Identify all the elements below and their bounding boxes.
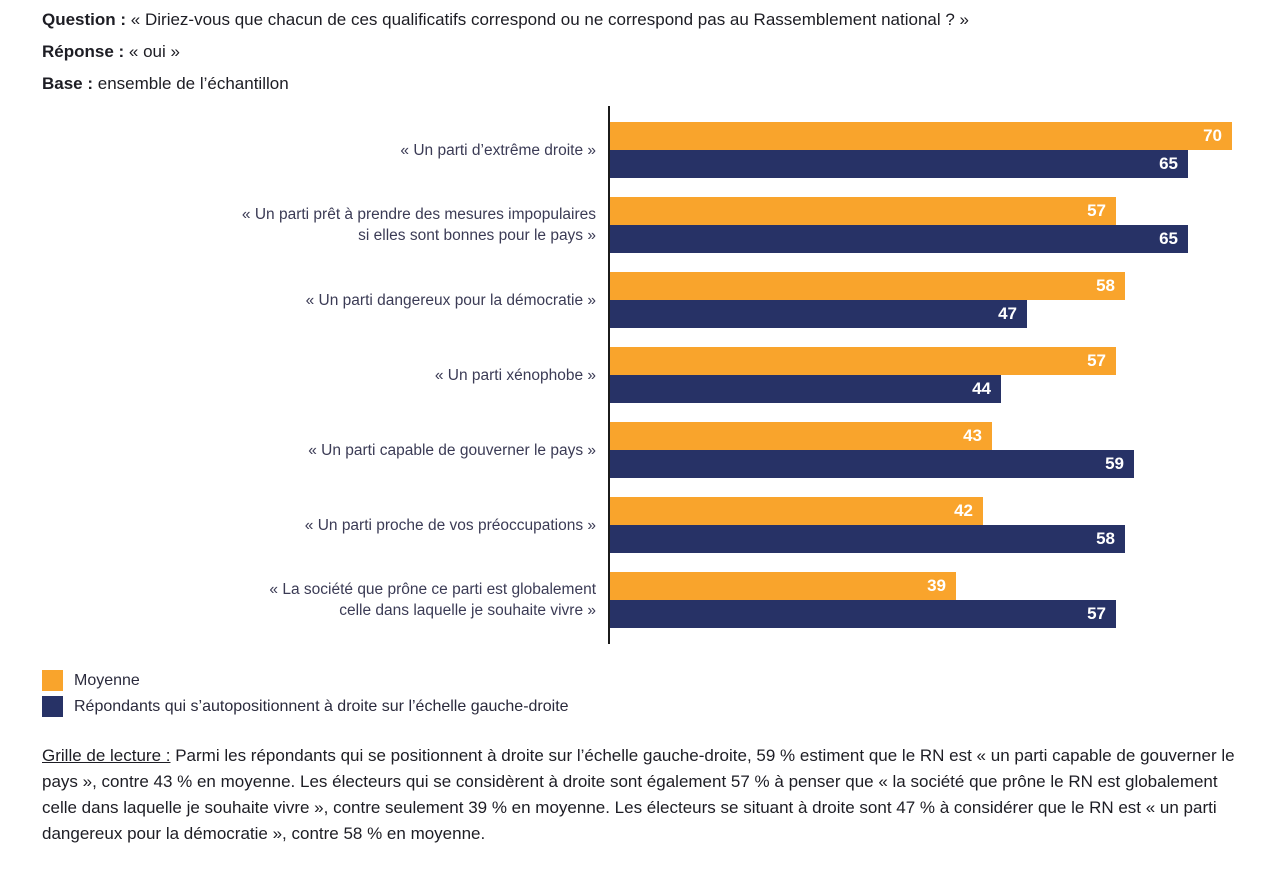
bar-group: 58 47: [609, 272, 1125, 328]
category-label: « La société que prône ce parti est glob…: [269, 581, 596, 619]
bar-value-label: 47: [998, 304, 1017, 323]
bar-moyenne: 58: [609, 272, 1125, 300]
category-label: « Un parti prêt à prendre des mesures im…: [241, 206, 596, 244]
chart-row: « La société que prône ce parti est glob…: [0, 572, 1267, 628]
bar-moyenne: 57: [609, 197, 1116, 225]
category-label: « Un parti dangereux pour la démocratie …: [305, 291, 596, 309]
bar-moyenne: 43: [609, 422, 992, 450]
bar-value-label: 44: [972, 379, 991, 398]
chart-row: « Un parti proche de vos préoccupations …: [0, 497, 1267, 553]
category-label: « Un parti xénophobe »: [434, 366, 596, 384]
chart-row: « Un parti xénophobe » 57 44: [0, 347, 1267, 403]
base-text: ensemble de l’échantillon: [97, 74, 289, 93]
legend-label-moyenne: Moyenne: [74, 671, 140, 689]
bar-value-label: 57: [1087, 604, 1106, 623]
bar-value-label: 65: [1159, 229, 1178, 248]
bar-droite: 58: [609, 525, 1125, 553]
bar-droite: 57: [609, 600, 1116, 628]
survey-header: Question : « Diriez-vous que chacun de c…: [0, 0, 1267, 93]
chart-row: « Un parti prêt à prendre des mesures im…: [0, 197, 1267, 253]
category-label: « Un parti proche de vos préoccupations …: [304, 516, 596, 534]
reading-guide-text: Parmi les répondants qui se positionnent…: [42, 746, 1235, 843]
chart-axis-line: [608, 106, 610, 644]
question-text: « Diriez-vous que chacun de ces qualific…: [130, 10, 970, 29]
base-label: Base :: [42, 74, 94, 93]
chart-legend: Moyenne Répondants qui s’autopositionnen…: [42, 670, 1267, 717]
response-label: Réponse :: [42, 42, 125, 61]
bar-moyenne: 70: [609, 122, 1232, 150]
category-label: « Un parti capable de gouverner le pays …: [308, 441, 596, 459]
bar-value-label: 57: [1087, 351, 1106, 370]
bar-group: 42 58: [609, 497, 1125, 553]
bar-value-label: 70: [1203, 126, 1222, 145]
bar-value-label: 42: [954, 501, 973, 520]
chart-rows: « Un parti d’extrême droite » 70 65 « Un pa…: [0, 122, 1267, 628]
bar-droite: 65: [609, 150, 1188, 178]
chart-row: « Un parti dangereux pour la démocratie …: [0, 272, 1267, 328]
legend-item-moyenne: Moyenne: [42, 670, 1267, 691]
bar-group: 57 65: [609, 197, 1188, 253]
chart-row: « Un parti d’extrême droite » 70 65: [0, 122, 1267, 178]
reading-guide: Grille de lecture : Parmi les répondants…: [42, 743, 1242, 847]
response-line: Réponse : « oui »: [42, 42, 1247, 61]
bar-group: 70 65: [609, 122, 1232, 178]
chart-row: « Un parti capable de gouverner le pays …: [0, 422, 1267, 478]
bar-moyenne: 57: [609, 347, 1116, 375]
reading-guide-label: Grille de lecture :: [42, 746, 171, 765]
bar-value-label: 58: [1096, 276, 1115, 295]
bar-moyenne: 42: [609, 497, 983, 525]
bar-droite: 65: [609, 225, 1188, 253]
category-label: « Un parti d’extrême droite »: [400, 141, 596, 159]
bar-group: 43 59: [609, 422, 1134, 478]
question-line: Question : « Diriez-vous que chacun de c…: [42, 10, 1247, 29]
legend-swatch-navy: [42, 696, 63, 717]
bar-group: 57 44: [609, 347, 1116, 403]
bar-value-label: 58: [1096, 529, 1115, 548]
bar-value-label: 39: [927, 576, 946, 595]
question-label: Question :: [42, 10, 127, 29]
bar-droite: 47: [609, 300, 1027, 328]
legend-item-droite: Répondants qui s’autopositionnent à droi…: [42, 696, 1267, 717]
bar-chart: « Un parti d’extrême droite » 70 65 « Un pa…: [0, 106, 1267, 644]
bar-value-label: 43: [963, 426, 982, 445]
bar-value-label: 57: [1087, 201, 1106, 220]
legend-swatch-orange: [42, 670, 63, 691]
bar-value-label: 59: [1105, 454, 1124, 473]
base-line: Base : ensemble de l’échantillon: [42, 74, 1247, 93]
bar-droite: 44: [609, 375, 1001, 403]
legend-label-droite: Répondants qui s’autopositionnent à droi…: [74, 697, 569, 715]
bar-group: 39 57: [609, 572, 1116, 628]
bar-moyenne: 39: [609, 572, 956, 600]
bar-droite: 59: [609, 450, 1134, 478]
bar-value-label: 65: [1159, 154, 1178, 173]
response-text: « oui »: [128, 42, 180, 61]
